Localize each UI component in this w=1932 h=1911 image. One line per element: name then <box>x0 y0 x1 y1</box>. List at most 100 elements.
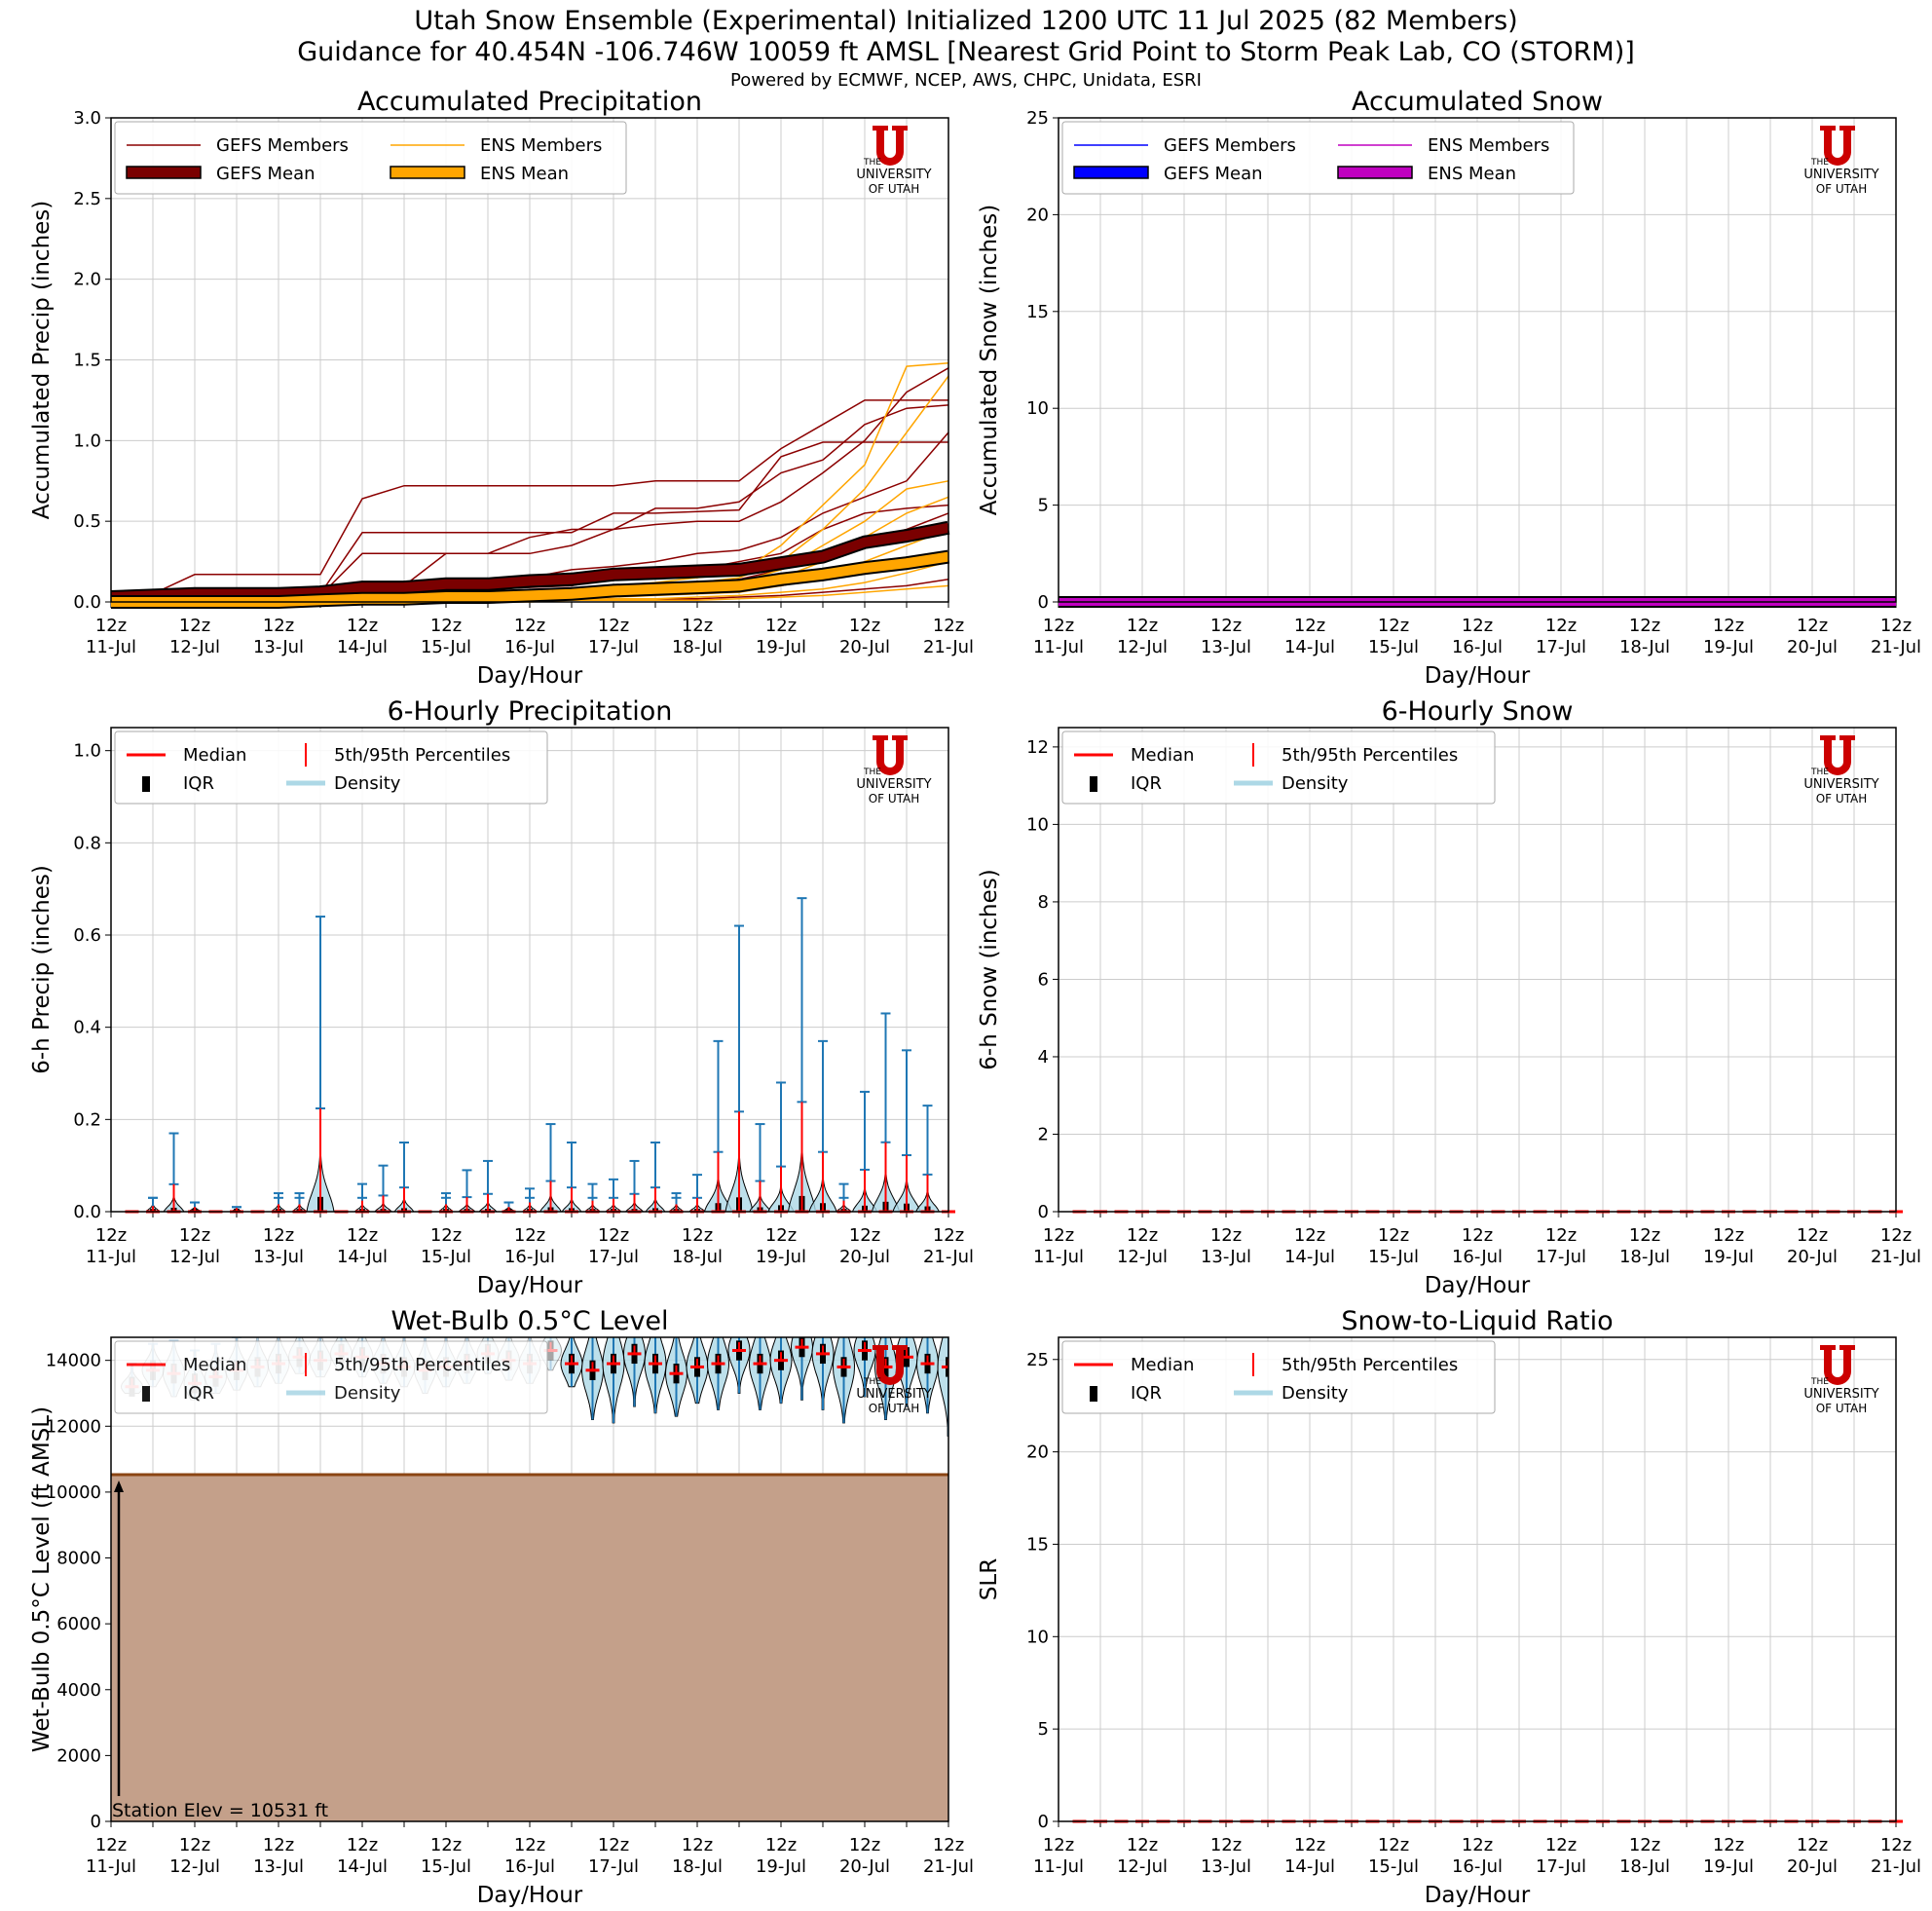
x-hour-label: 12z <box>933 1835 964 1855</box>
y-tick-label: 0 <box>91 1812 101 1832</box>
x-day-label: 15-Jul <box>421 637 471 657</box>
x-hour-label: 12z <box>263 1225 294 1246</box>
x-hour-label: 12z <box>1545 616 1577 636</box>
x-day-label: 20-Jul <box>1787 1247 1838 1267</box>
x-axis-label: Day/Hour <box>1425 1273 1531 1298</box>
logo-of-utah: OF UTAH <box>869 1402 920 1415</box>
plot-border <box>110 727 949 1213</box>
x-day-label: 17-Jul <box>588 1247 639 1267</box>
accum_snow-panel: 051015202512z11-Jul12z12-Jul12z13-Jul12z… <box>977 87 1921 689</box>
x-hour-label: 12z <box>95 1225 127 1246</box>
legend-box <box>1061 731 1496 805</box>
legend-swatch-mean-1 <box>1073 166 1149 179</box>
legend: Median 5th/95th Percentiles IQR Density <box>1061 1340 1496 1414</box>
x-hour-label: 12z <box>1294 1225 1325 1246</box>
x-hour-label: 12z <box>179 1225 210 1246</box>
x-hour-label: 12z <box>1545 1835 1577 1855</box>
legend-label: Density <box>334 773 401 794</box>
y-tick-label: 4 <box>1038 1047 1049 1068</box>
legend: Median 5th/95th Percentiles IQR Density <box>114 1340 548 1414</box>
legend-label: Median <box>1131 1355 1194 1375</box>
wet_bulb-title: Wet-Bulb 0.5°C Level <box>390 1306 668 1336</box>
y-tick-label: 2 <box>1038 1124 1049 1144</box>
violin <box>851 1163 878 1214</box>
x-day-label: 14-Jul <box>337 637 388 657</box>
x-day-label: 20-Jul <box>1787 637 1838 657</box>
legend-label: ENS Mean <box>1428 164 1516 184</box>
violin <box>501 1201 517 1214</box>
x-day-label: 14-Jul <box>1284 1247 1335 1267</box>
violin <box>602 1337 625 1424</box>
x-hour-label: 12z <box>682 1835 713 1855</box>
x-hour-label: 12z <box>682 1225 713 1246</box>
x-day-label: 11-Jul <box>86 1856 136 1877</box>
x-day-label: 16-Jul <box>504 1247 555 1267</box>
y-tick-label: 0.5 <box>73 511 101 532</box>
legend-swatch-iqr <box>1090 776 1097 792</box>
x-hour-label: 12z <box>1043 1225 1074 1246</box>
y-tick-label: 8000 <box>56 1549 101 1569</box>
y-axis-label: 6-h Precip (inches) <box>29 865 55 1074</box>
x-hour-label: 12z <box>1880 616 1912 636</box>
y-tick-label: 5 <box>1038 496 1049 516</box>
accum_precip-title: Accumulated Precipitation <box>357 87 702 117</box>
station-arrow-head <box>114 1480 124 1492</box>
logo-the: THE <box>1810 768 1829 777</box>
logo-university: UNIVERSITY <box>856 168 931 182</box>
x-day-label: 20-Jul <box>839 1856 890 1877</box>
x-day-label: 15-Jul <box>421 1247 471 1267</box>
y-tick-label: 3.0 <box>73 108 101 129</box>
plot-border <box>1058 727 1897 1213</box>
x-axis-label: Day/Hour <box>477 1273 583 1298</box>
x-hour-label: 12z <box>347 1225 378 1246</box>
violin <box>644 1337 667 1414</box>
legend-label: 5th/95th Percentiles <box>334 1355 510 1375</box>
violin <box>686 1337 709 1405</box>
accum_precip-panel: 0.00.51.01.52.02.53.012z11-Jul12z12-Jul1… <box>29 87 974 689</box>
x-day-label: 15-Jul <box>1368 1247 1419 1267</box>
legend-label: IQR <box>183 773 214 794</box>
x-day-label: 11-Jul <box>1033 637 1084 657</box>
x-hour-label: 12z <box>1210 616 1242 636</box>
legend-label: IQR <box>1131 1383 1162 1404</box>
x-hour-label: 12z <box>179 1835 210 1855</box>
logo-the: THE <box>1810 158 1829 168</box>
x-day-label: 11-Jul <box>1033 1856 1084 1877</box>
x-day-label: 18-Jul <box>672 637 723 657</box>
violin <box>306 1093 335 1214</box>
plot-border <box>110 117 949 603</box>
y-tick-label: 14000 <box>46 1351 101 1371</box>
legend-swatch-mean-2 <box>390 166 465 179</box>
violin <box>561 1183 582 1214</box>
y-tick-label: 0 <box>1038 592 1049 613</box>
legend-label: IQR <box>1131 773 1162 794</box>
x-day-label: 11-Jul <box>86 1247 136 1267</box>
x-day-label: 16-Jul <box>1452 1856 1503 1877</box>
logo-of-utah: OF UTAH <box>1816 792 1868 806</box>
y-tick-label: 1.5 <box>73 351 101 371</box>
x-hour-label: 12z <box>179 616 210 636</box>
legend: GEFS Members ENS Members GEFS Mean ENS Mean <box>114 121 627 195</box>
violin <box>353 1196 371 1214</box>
x-axis-label: Day/Hour <box>477 663 583 689</box>
y-tick-label: 25 <box>1026 108 1049 129</box>
six_hourly_snow-panel: 02468101212z11-Jul12z12-Jul12z13-Jul12z1… <box>977 696 1921 1298</box>
x-hour-label: 12z <box>933 616 964 636</box>
x-day-label: 20-Jul <box>839 637 890 657</box>
violin <box>808 1143 837 1214</box>
violin <box>521 1196 539 1214</box>
x-day-label: 20-Jul <box>1787 1856 1838 1877</box>
logo-university: UNIVERSITY <box>856 1387 931 1402</box>
x-hour-label: 12z <box>1880 1225 1912 1246</box>
x-day-label: 18-Jul <box>1619 1247 1670 1267</box>
violin <box>539 1177 563 1214</box>
violin <box>832 1337 856 1424</box>
legend-label: 5th/95th Percentiles <box>1282 1355 1458 1375</box>
y-tick-label: 20 <box>1026 205 1049 225</box>
legend: Median 5th/95th Percentiles IQR Density <box>1061 731 1496 805</box>
x-hour-label: 12z <box>1462 1835 1493 1855</box>
x-day-label: 19-Jul <box>756 1856 806 1877</box>
logo-the: THE <box>863 768 881 777</box>
